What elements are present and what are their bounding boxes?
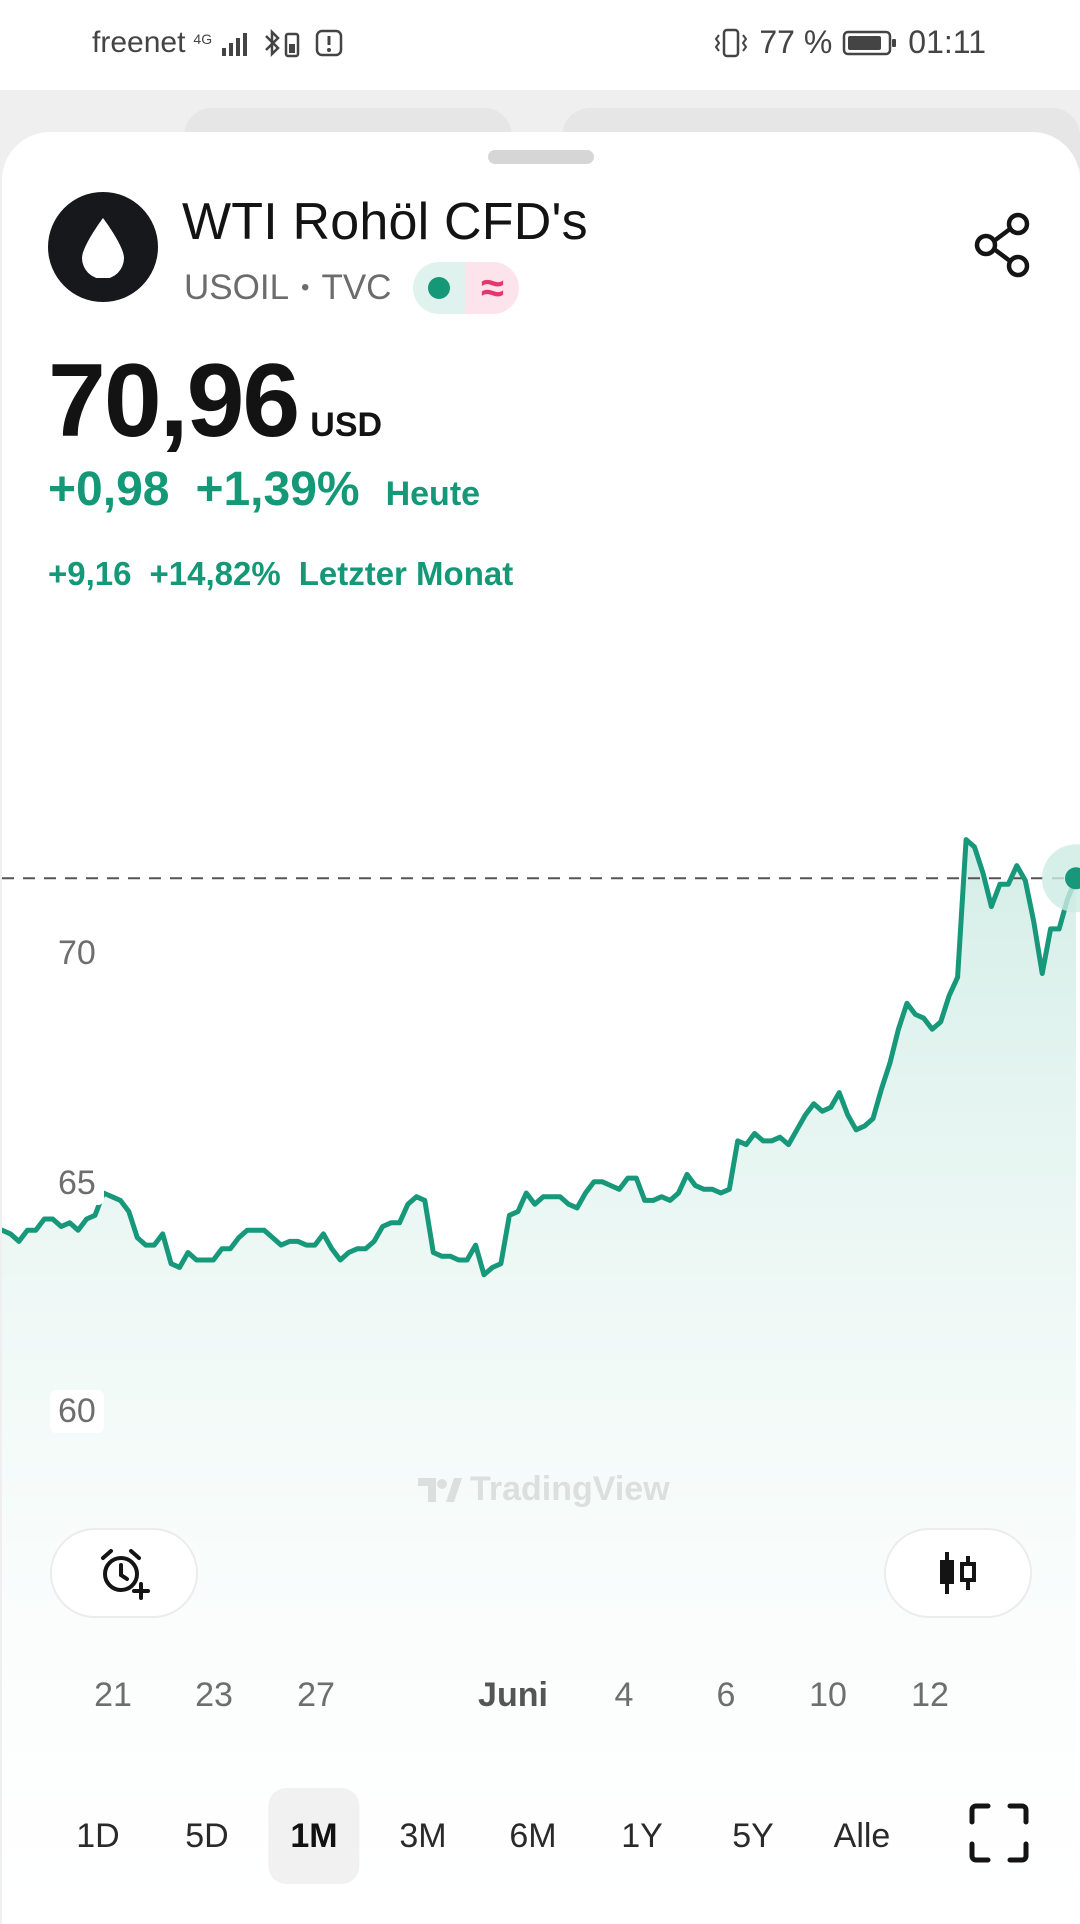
period-selector: 1D 5D 1M 3M 6M 1Y 5Y Alle <box>2 1788 1080 1884</box>
change-today: +0,98 +1,39% Heute <box>48 462 480 517</box>
last-price-halo <box>1042 844 1080 913</box>
chart-price-line <box>2 837 1079 1278</box>
instrument-name: WTI Rohöl CFD's <box>182 193 588 251</box>
carrier-name: freenet <box>92 26 186 59</box>
y-tick-65: 65 <box>50 1162 104 1205</box>
status-bar: freenet 4G 77 % 01:11 <box>0 0 1080 90</box>
price-chart[interactable] <box>2 132 1080 1924</box>
x-tick-10: 10 <box>809 1676 847 1714</box>
candlestick-icon <box>940 1552 976 1594</box>
period-1y[interactable]: 1Y <box>621 1816 663 1855</box>
vibrate-icon <box>715 28 748 57</box>
watermark-text: TradingView <box>470 1470 670 1508</box>
x-tick-23: 23 <box>195 1676 233 1714</box>
instrument-subtitle: USOIL • TVC ≈ <box>184 262 520 314</box>
notification-app-icon <box>315 29 343 57</box>
chart-type-button[interactable] <box>884 1528 1032 1618</box>
status-right: 77 % 01:11 <box>713 24 986 61</box>
symbol-details-sheet: WTI Rohöl CFD's USOIL • TVC ≈ 70,96 USD … <box>2 132 1080 1924</box>
x-tick-6: 6 <box>716 1676 736 1714</box>
price-block: 70,96 USD <box>48 342 382 461</box>
market-open-dot-icon <box>413 262 466 314</box>
cfd-badge-icon: ≈ <box>465 262 520 314</box>
network-type: 4G <box>193 31 213 47</box>
y-tick-70: 70 <box>50 932 104 975</box>
instrument-symbol: USOIL <box>184 268 290 307</box>
change-month: +9,16 +14,82% Letzter Monat <box>48 555 513 593</box>
change-month-abs: +9,16 <box>48 555 132 592</box>
change-month-label: Letzter Monat <box>298 555 514 592</box>
signal-bars-icon <box>222 33 248 56</box>
subtitle-separator: • <box>301 274 310 301</box>
x-tick-12: 12 <box>911 1676 949 1714</box>
period-3m[interactable]: 3M <box>399 1816 447 1855</box>
oil-drop-shape <box>82 218 124 278</box>
share-icon[interactable] <box>972 212 1032 278</box>
signal-icon: 4G <box>193 32 212 46</box>
last-price-dot[interactable] <box>1065 867 1080 890</box>
price-currency: USD <box>310 406 383 444</box>
period-1m[interactable]: 1M <box>268 1788 360 1884</box>
change-today-abs: +0,98 <box>48 463 170 516</box>
clock: 01:11 <box>908 24 986 60</box>
sheet-drag-handle[interactable] <box>488 150 594 164</box>
period-6m[interactable]: 6M <box>509 1816 557 1855</box>
change-month-pct: +14,82% <box>149 555 281 592</box>
x-tick-juni: Juni <box>478 1676 548 1714</box>
x-tick-27: 27 <box>297 1676 335 1714</box>
fullscreen-icon[interactable] <box>968 1802 1030 1864</box>
y-tick-60: 60 <box>50 1390 104 1433</box>
market-status-badge[interactable]: ≈ <box>413 262 520 314</box>
instrument-exchange: TVC <box>321 268 392 307</box>
period-alle[interactable]: Alle <box>833 1816 891 1855</box>
x-tick-4: 4 <box>614 1676 634 1714</box>
tradingview-watermark: TradingView <box>416 1470 670 1509</box>
add-alert-clock-icon <box>101 1549 150 1600</box>
battery-icon <box>843 30 897 55</box>
period-5d[interactable]: 5D <box>185 1816 229 1855</box>
tradingview-logo-icon <box>418 1477 462 1502</box>
chart-area-fill <box>2 839 1076 1924</box>
x-tick-21: 21 <box>94 1676 132 1714</box>
current-price: 70,96 <box>48 343 300 459</box>
oil-drop-icon <box>48 192 158 302</box>
period-5y[interactable]: 5Y <box>732 1816 774 1855</box>
bluetooth-battery-icon <box>265 28 300 58</box>
add-alert-button[interactable] <box>50 1528 198 1618</box>
change-today-label: Heute <box>385 475 481 513</box>
change-today-pct: +1,39% <box>195 463 360 516</box>
period-1d[interactable]: 1D <box>76 1816 120 1855</box>
status-left: freenet 4G <box>92 26 344 60</box>
battery-percent: 77 % <box>759 24 833 60</box>
